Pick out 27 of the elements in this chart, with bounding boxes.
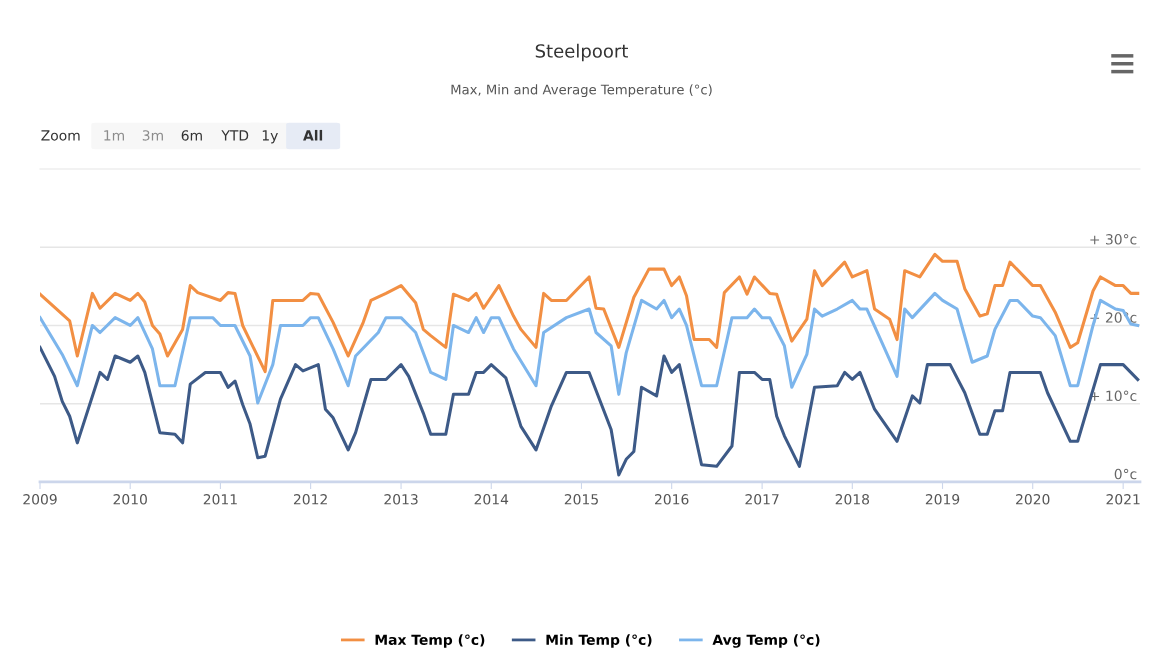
y-tick-label: 0°c — [1114, 468, 1137, 480]
x-tick-label: 2019 — [925, 494, 960, 505]
x-tick-label: 2018 — [835, 494, 870, 505]
chart-subtitle: Max, Min and Average Temperature (°c) — [451, 84, 712, 98]
x-tick-label: 2011 — [203, 494, 237, 505]
x-tick-label: 2016 — [655, 494, 689, 505]
legend-label: Avg Temp (°c) — [712, 634, 820, 648]
y-tick-label: + 30°c — [1090, 234, 1137, 245]
text: 1y — [262, 130, 278, 144]
text: 3m — [142, 130, 163, 141]
x-tick-label: 2009 — [23, 494, 57, 505]
x-tick-label: 2015 — [564, 494, 598, 505]
text: 1m — [104, 130, 124, 141]
text: YTD — [221, 130, 249, 141]
text: All — [303, 129, 323, 141]
chart-title: Steelpoort — [535, 43, 628, 62]
x-tick-label: 2021 — [1106, 494, 1140, 505]
legend-label: Max Temp (°c) — [375, 634, 485, 648]
x-tick-label: 2020 — [1016, 494, 1050, 505]
text: 6m — [181, 130, 202, 141]
legend-label: Min Temp (°c) — [546, 634, 652, 648]
x-tick-label: 2014 — [474, 494, 509, 505]
x-tick-label: 2010 — [113, 494, 147, 505]
x-tick-label: 2013 — [384, 494, 418, 505]
x-tick-label: 2017 — [745, 494, 779, 505]
text: Zoom — [41, 130, 80, 141]
x-tick-label: 2012 — [293, 494, 327, 505]
